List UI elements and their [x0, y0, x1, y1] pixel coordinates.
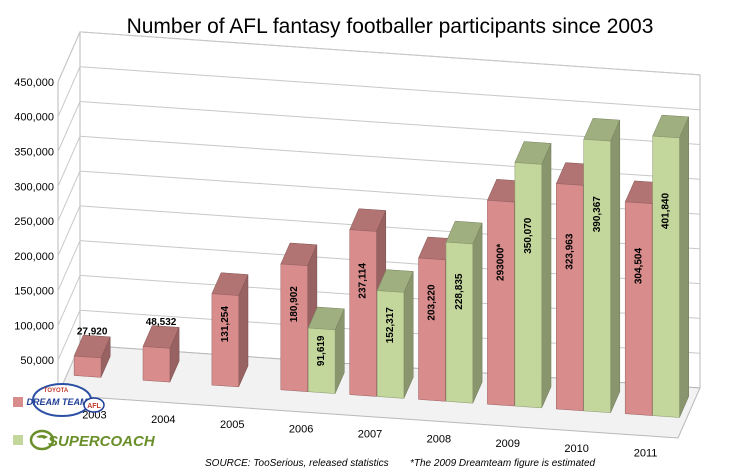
- y-tick-label: 300,000: [14, 181, 54, 193]
- legend-item-dreamteam: TOYOTA DREAM TEAM AFL: [13, 383, 105, 417]
- legend: TOYOTA DREAM TEAM AFL SUPERCOACH: [13, 383, 156, 451]
- data-label: 228,835: [454, 273, 465, 310]
- x-tick-label: 2010: [564, 443, 588, 455]
- data-label: 48,532: [146, 317, 177, 328]
- bar-supercoach-2010: [583, 118, 621, 413]
- data-label: 390,367: [592, 196, 603, 233]
- bar-dreamteam-2005: [211, 272, 249, 388]
- gridline-side: [57, 240, 81, 291]
- y-tick-label: 350,000: [14, 147, 54, 159]
- gridline-side: [57, 31, 81, 83]
- bar-dreamteam-2003: [73, 334, 111, 378]
- x-axis-ticks: 2003 2004 2005 2006 2007 2008 2009 2010 2011: [82, 409, 657, 459]
- dreamteam-logo: TOYOTA DREAM TEAM AFL: [27, 383, 105, 417]
- dreamteam-logo-text: DREAM TEAM: [27, 397, 88, 407]
- dreamteam-logo-toyota: TOYOTA: [44, 388, 69, 394]
- data-label: 152,317: [385, 307, 396, 344]
- supercoach-logo: SUPERCOACH: [29, 429, 156, 451]
- bar-side: [472, 222, 483, 404]
- bar-front: [418, 257, 446, 402]
- bar-side: [541, 143, 552, 409]
- bar-side: [403, 271, 414, 399]
- x-tick-label: 2003: [82, 409, 106, 421]
- data-label: 293000*: [496, 244, 507, 281]
- y-tick-label: 100,000: [14, 320, 54, 332]
- y-axis-ticks: 050,000100,000150,000200,000250,000300,0…: [14, 77, 54, 402]
- estimate-note: *The 2009 Dreamteam figure is estimated: [410, 458, 596, 469]
- data-label: 401,840: [661, 193, 672, 230]
- bar-front: [376, 290, 405, 399]
- legend-swatch-supercoach: [13, 435, 23, 445]
- gridline: [79, 66, 701, 111]
- data-label: 323,963: [564, 233, 575, 270]
- bar-dreamteam-2004: [142, 325, 180, 383]
- bar-supercoach-2006: [307, 306, 345, 394]
- gridline-side: [57, 205, 81, 257]
- bar-side: [679, 116, 689, 418]
- y-tick-label: 150,000: [14, 286, 54, 298]
- gridline-side: [57, 101, 81, 152]
- gridline-side: [57, 66, 81, 117]
- x-tick-label: 2011: [634, 448, 658, 460]
- y-tick-label: 200,000: [14, 251, 54, 263]
- bar-front: [142, 346, 171, 383]
- bars: [73, 114, 690, 418]
- bar-front: [487, 200, 515, 407]
- bar-front: [349, 229, 377, 397]
- chart-title: Number of AFL fantasy footballer partici…: [127, 15, 654, 38]
- data-label: 203,220: [427, 284, 438, 321]
- x-tick-label: 2009: [496, 438, 520, 450]
- bar-front: [280, 263, 308, 392]
- y-tick-label: 450,000: [14, 77, 54, 89]
- bar-front: [652, 135, 680, 418]
- bar-supercoach-2007: [376, 269, 414, 399]
- afl-logo-text: AFL: [87, 403, 101, 410]
- data-label: 350,070: [523, 217, 534, 254]
- bar-front: [583, 139, 611, 413]
- bar-front: [73, 355, 102, 378]
- x-tick-label: 2008: [427, 433, 451, 445]
- data-labels: 27,920 48,532 131,254 180,902 237,114 203,220…: [77, 193, 672, 367]
- data-label: 180,902: [289, 286, 300, 323]
- gridline-side: [57, 310, 81, 361]
- bar-supercoach-2009: [514, 141, 552, 409]
- x-tick-label: 2007: [358, 429, 382, 441]
- data-label: 91,619: [316, 335, 327, 366]
- bar-front: [211, 293, 239, 388]
- bar-front: [514, 162, 542, 409]
- x-tick-label: 2006: [289, 424, 313, 436]
- source-note: SOURCE: TooSerious, released statistics: [205, 458, 389, 469]
- bar-supercoach-2011: [652, 114, 690, 418]
- legend-item-supercoach: SUPERCOACH: [13, 429, 156, 451]
- x-tick-label: 2005: [220, 419, 244, 431]
- data-label: 304,504: [633, 248, 644, 285]
- y-tick-label: 400,000: [14, 112, 54, 124]
- bar-side: [610, 119, 621, 413]
- gridline-side: [57, 275, 81, 326]
- bar-supercoach-2008: [445, 220, 483, 404]
- bar-front: [624, 201, 653, 416]
- data-label: 237,114: [358, 263, 369, 299]
- gridline: [79, 31, 701, 76]
- data-label: 131,254: [220, 306, 231, 343]
- y-tick-label: 250,000: [14, 216, 54, 228]
- y-tick-label: 50,000: [20, 355, 54, 367]
- supercoach-logo-text: SUPERCOACH: [48, 433, 156, 450]
- bar-front: [556, 183, 584, 412]
- gridline-side: [57, 170, 81, 222]
- gridline-side: [57, 136, 81, 187]
- data-label: 27,920: [77, 327, 108, 338]
- x-tick-label: 2004: [151, 414, 175, 426]
- legend-swatch-dreamteam: [13, 397, 23, 407]
- bar-front: [445, 241, 474, 404]
- bar-front: [307, 327, 336, 394]
